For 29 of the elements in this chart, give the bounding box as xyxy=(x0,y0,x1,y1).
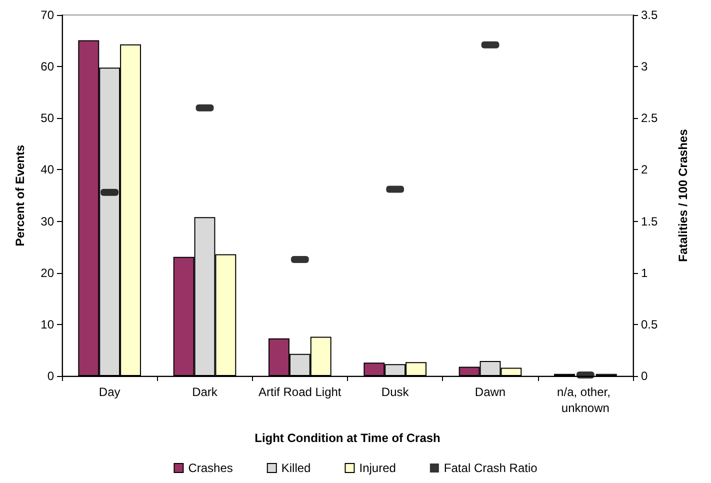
legend-label: Fatal Crash Ratio xyxy=(444,461,538,475)
legend-label: Injured xyxy=(359,461,396,475)
y-tick-label: 30 xyxy=(40,214,54,228)
y2-tick-label: 0.5 xyxy=(641,317,658,332)
x-axis-title: Light Condition at Time of Crash xyxy=(254,431,440,445)
x-tick-label: Dark xyxy=(192,385,218,399)
y2-tick-label: 1 xyxy=(641,266,648,280)
x-tick-label: Dawn xyxy=(474,385,506,399)
y2-tick-label: 2.5 xyxy=(641,111,658,126)
y-tick-label: 70 xyxy=(40,8,54,22)
x-tick-label: Dusk xyxy=(381,385,410,399)
y-tick-label: 50 xyxy=(40,111,54,126)
y-tick-label: 60 xyxy=(40,60,54,74)
y2-tick-label: 2 xyxy=(641,162,648,177)
x-tick-label: Day xyxy=(98,385,120,399)
y2-tick-label: 3 xyxy=(641,60,648,74)
y-tick-label: 0 xyxy=(47,369,54,383)
legend-label: Crashes xyxy=(188,461,233,475)
y2-axis-title: Fatalities / 100 Crashes xyxy=(676,128,690,262)
x-tick-label: Artif Road Light xyxy=(258,385,342,399)
y2-tick-label: 1.5 xyxy=(641,214,658,228)
y2-tick-label: 0 xyxy=(641,369,648,383)
legend-label: Killed xyxy=(281,461,311,475)
y-tick-label: 40 xyxy=(40,162,54,177)
y-tick-label: 10 xyxy=(40,317,54,332)
x-tick-label: n/a, other, unknown xyxy=(557,385,614,415)
y-axis-title: Percent of Events xyxy=(13,144,27,246)
y2-tick-label: 3.5 xyxy=(641,8,658,22)
y-tick-label: 20 xyxy=(40,266,54,280)
